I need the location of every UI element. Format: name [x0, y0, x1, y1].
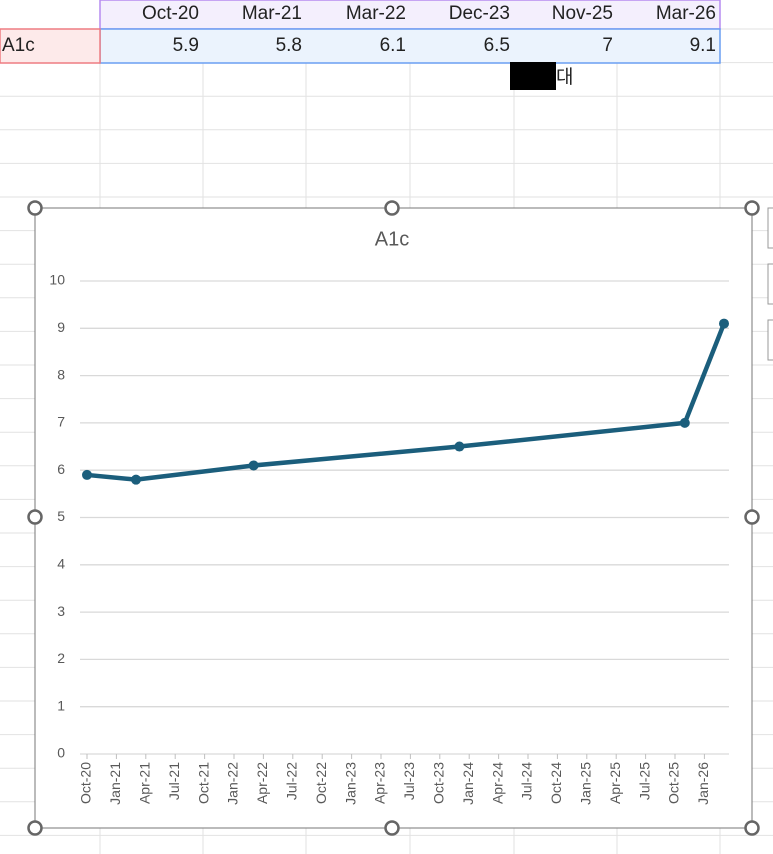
resize-handle[interactable]: [27, 820, 43, 836]
y-tick-label: 10: [49, 272, 65, 288]
side-button[interactable]: [767, 319, 773, 361]
redaction: [510, 62, 556, 90]
x-tick-label: Oct-24: [548, 762, 564, 804]
resize-handle[interactable]: [744, 820, 760, 836]
cell-value: 9.1: [690, 35, 716, 56]
row-label: A1c: [2, 35, 35, 56]
y-tick-label: 6: [57, 461, 65, 477]
y-tick-label: 0: [57, 745, 65, 761]
y-tick-label: 3: [57, 603, 65, 619]
cell-value: 5.9: [173, 35, 199, 56]
cell-value: 7: [602, 35, 613, 56]
data-point: [454, 441, 465, 452]
x-tick-label: Jul-22: [284, 762, 300, 800]
resize-handle[interactable]: [744, 509, 760, 525]
label-cell[interactable]: [0, 28, 101, 64]
y-tick-label: 5: [57, 508, 65, 524]
x-tick-label: Apr-23: [372, 762, 388, 804]
data-point: [679, 417, 690, 428]
y-tick-label: 8: [57, 366, 65, 382]
overlay-text: 대: [556, 66, 573, 88]
side-button[interactable]: [767, 207, 773, 249]
x-tick-label: Oct-21: [195, 762, 211, 804]
data-line: [86, 322, 727, 482]
column-header: Mar-21: [242, 3, 302, 24]
x-tick-label: Jul-23: [401, 762, 417, 800]
column-header: Nov-25: [552, 3, 613, 24]
x-tick-label: Jan-23: [342, 762, 358, 805]
data-point: [248, 460, 259, 471]
x-tick-label: Oct-22: [313, 762, 329, 804]
chart-title: A1c: [375, 228, 409, 250]
data-point: [719, 318, 729, 329]
column-header: Mar-26: [656, 3, 716, 24]
resize-handle[interactable]: [384, 820, 400, 836]
x-tick-label: Apr-25: [607, 762, 623, 804]
data-point: [131, 474, 141, 485]
x-tick-label: Jan-26: [695, 762, 711, 805]
x-tick-label: Jan-25: [578, 762, 594, 805]
resize-handle[interactable]: [27, 200, 43, 216]
x-tick-label: Oct-23: [431, 762, 447, 804]
x-tick-label: Apr-22: [254, 762, 270, 804]
x-tick-label: Jul-24: [519, 762, 535, 800]
cell-value: 6.1: [380, 35, 406, 56]
y-tick-label: 2: [57, 650, 65, 666]
column-header: Dec-23: [449, 3, 510, 24]
resize-handle[interactable]: [384, 200, 400, 216]
y-tick-label: 4: [57, 556, 65, 572]
handles: [27, 200, 760, 836]
x-tick-label: Oct-20: [78, 762, 94, 804]
header-range: [99, 0, 721, 30]
cell-value: 5.8: [276, 35, 302, 56]
y-tick-label: 9: [57, 319, 65, 335]
resize-handle[interactable]: [744, 200, 760, 216]
resize-handle[interactable]: [27, 509, 43, 525]
x-tick-label: Apr-21: [137, 762, 153, 804]
side-button[interactable]: [767, 263, 773, 305]
column-header: Oct-20: [142, 3, 199, 24]
y-tick-label: 1: [57, 697, 65, 713]
x-tick-label: Jan-22: [225, 762, 241, 805]
x-tick-label: Jan-24: [460, 762, 476, 805]
value-range: [99, 28, 721, 64]
cell-value: 6.5: [484, 35, 510, 56]
data-point: [82, 469, 92, 480]
x-tick-label: Apr-24: [489, 762, 505, 804]
x-tick-label: Oct-25: [666, 762, 682, 804]
x-tick-label: Jul-25: [636, 762, 652, 800]
y-tick-label: 7: [57, 414, 65, 430]
column-header: Mar-22: [346, 3, 406, 24]
x-tick-label: Jan-21: [107, 762, 123, 805]
x-tick-label: Jul-21: [166, 762, 182, 800]
plot: 0 1 2 3 4 5 6 7 8 9 10 Oct-20 Jan-21 Apr-21 Jul-21 Oct-…: [49, 272, 729, 805]
